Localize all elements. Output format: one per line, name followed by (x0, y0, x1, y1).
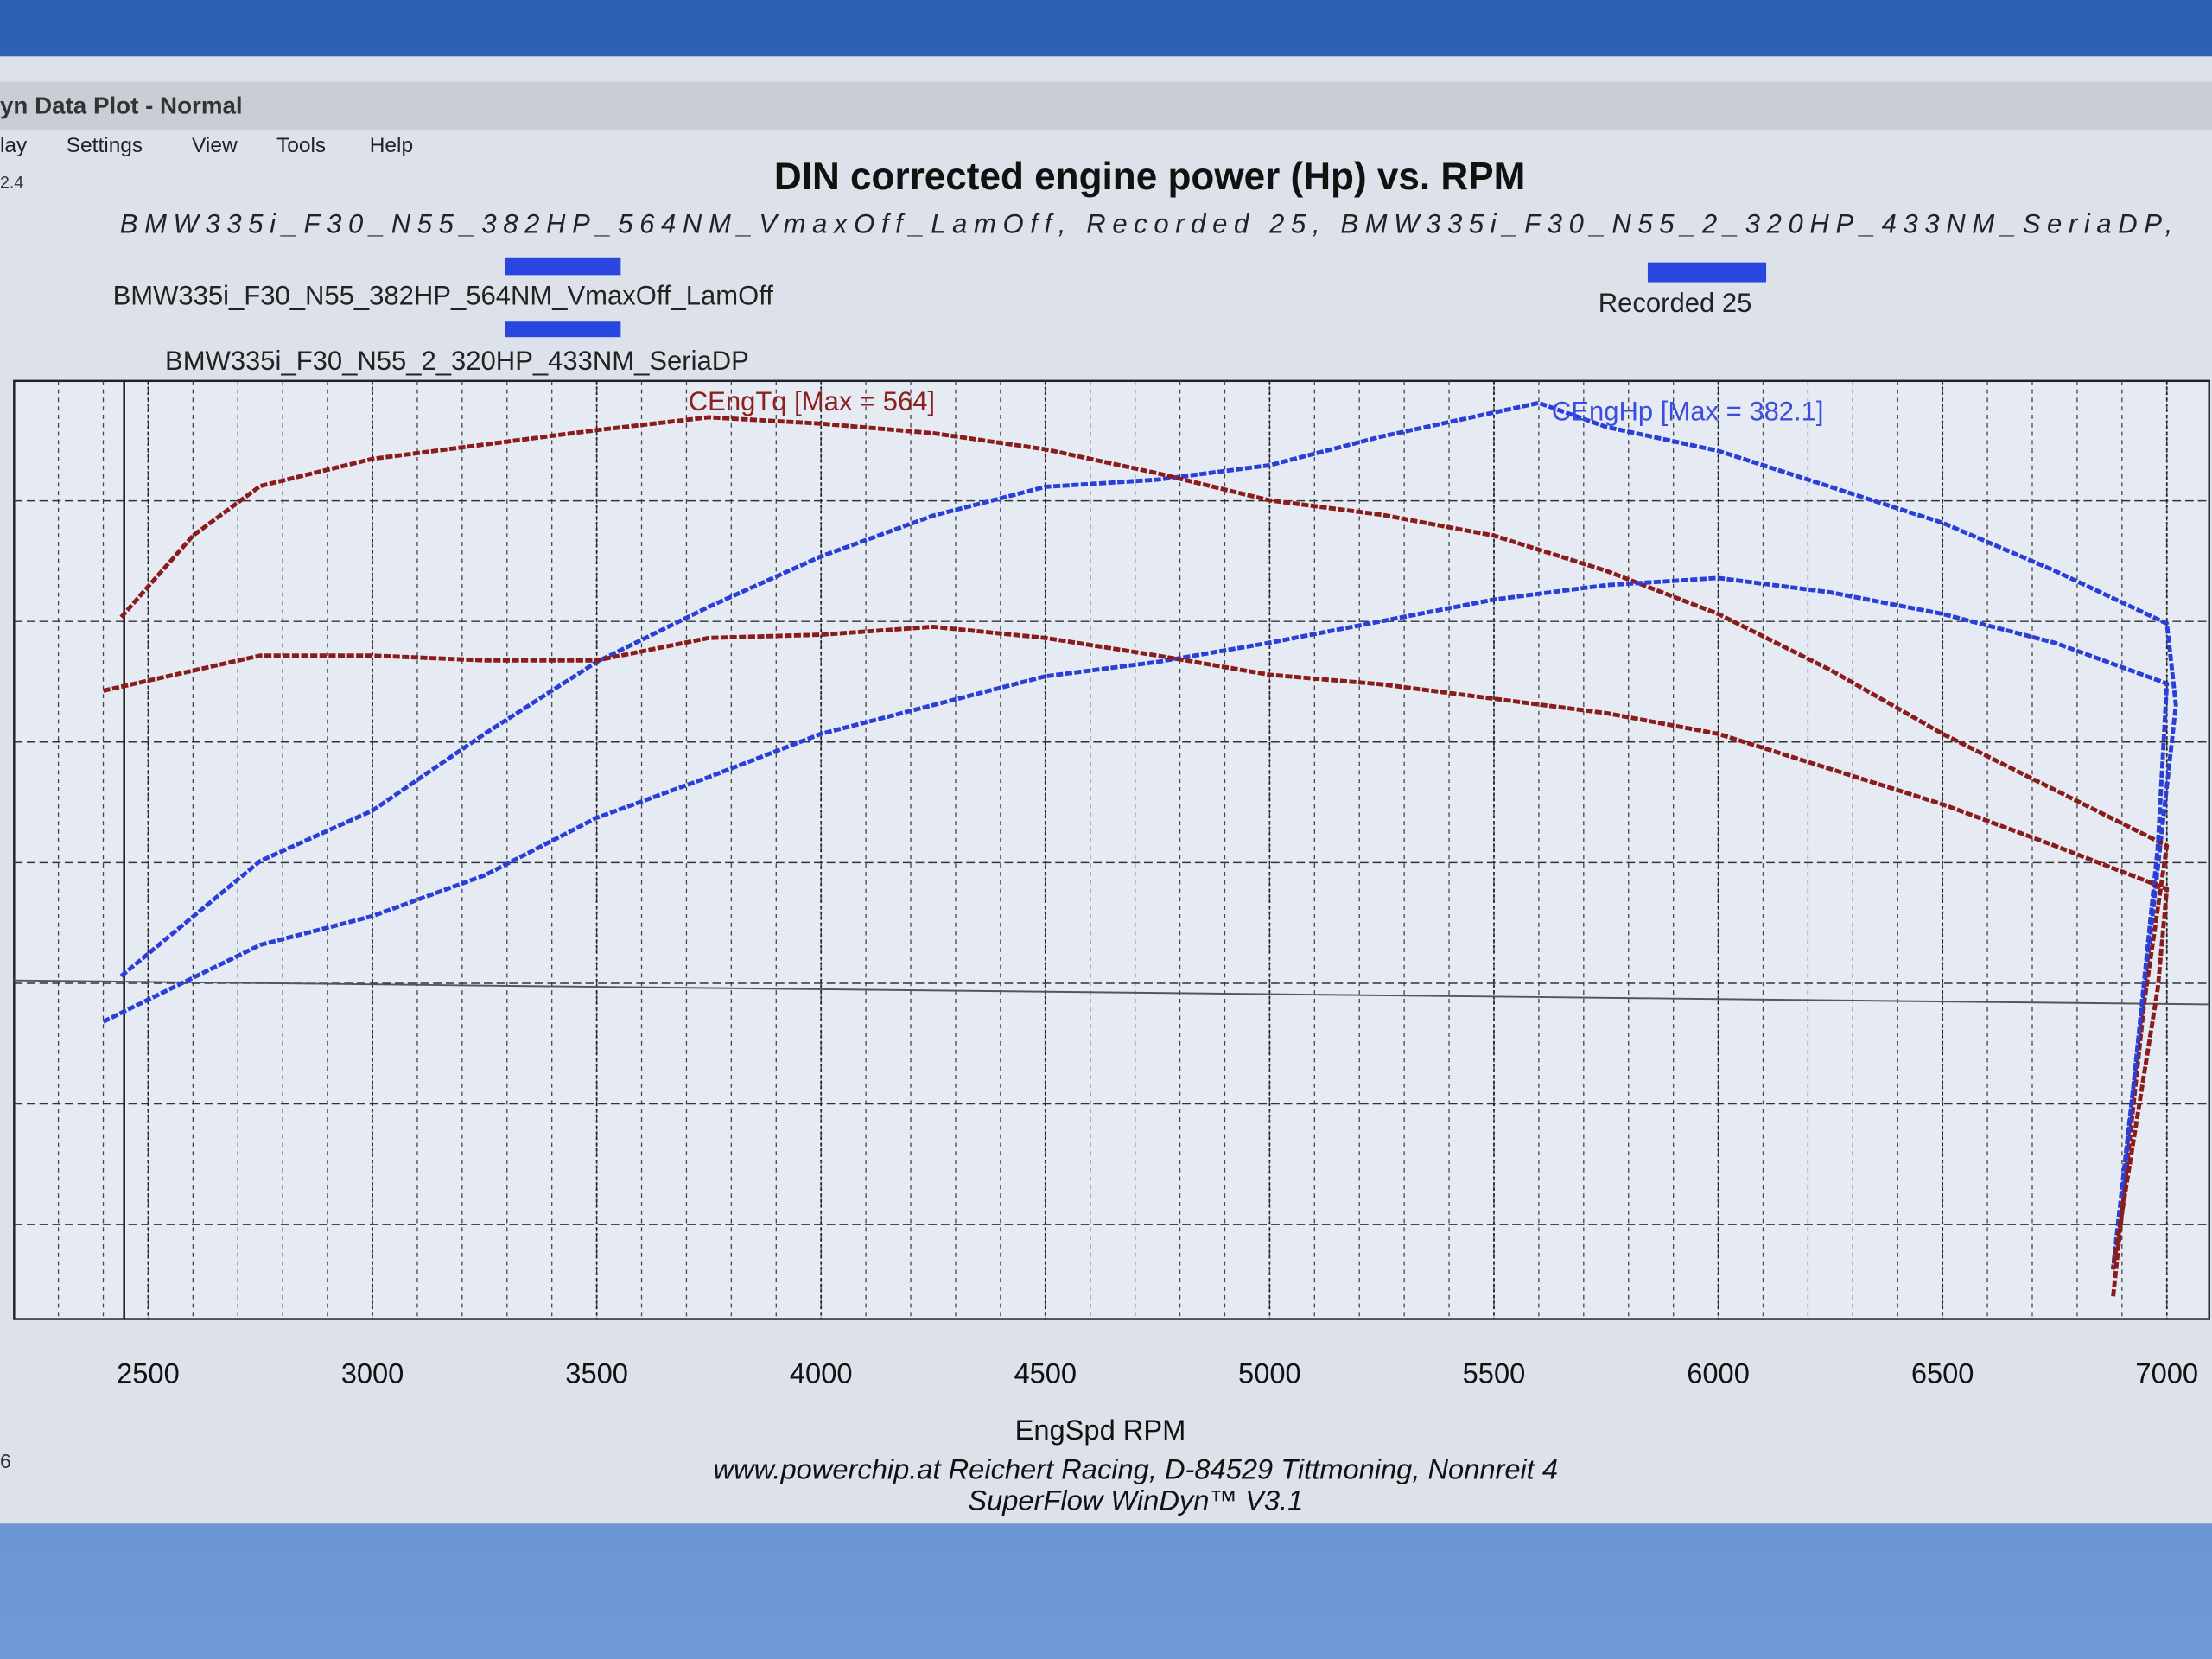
legend-label: BMW335i_F30_N55_382HP_564NM_VmaxOff_LamO… (113, 281, 774, 311)
annotation: CEngTq [Max = 564] (689, 386, 935, 416)
legend-swatch (1647, 262, 1767, 283)
menu-bar: lay Settings View Tools Help (0, 134, 413, 157)
series-line (102, 624, 2170, 1270)
chart-title: DIN corrected engine power (Hp) vs. RPM (774, 156, 1525, 198)
edge-label: 6 (0, 1450, 11, 1472)
legend-label: Recorded 25 (1599, 288, 1752, 318)
menu-item: Help (370, 134, 413, 157)
x-tick-label: 6500 (1911, 1357, 1974, 1389)
x-tick-label: 5000 (1238, 1357, 1301, 1389)
annotation: CEngHp [Max = 382.1] (1552, 397, 1824, 427)
menu-item: lay (0, 134, 28, 157)
x-tick-label: 2500 (117, 1357, 180, 1389)
series-line (119, 400, 2178, 1269)
legend-swatch (505, 257, 621, 276)
series-line (102, 575, 2170, 1200)
title-bar (0, 81, 2212, 130)
menu-item: View (192, 134, 238, 157)
x-tick-label: 5500 (1463, 1357, 1526, 1389)
window-title: yn Data Plot - Normal (0, 92, 243, 118)
x-tick-label: 4000 (790, 1357, 853, 1389)
edge-label: 2.4 (0, 173, 23, 192)
x-tick-label: 6000 (1687, 1357, 1750, 1389)
footer: SuperFlow WinDyn™ V3.1 (968, 1484, 1303, 1516)
series-line (119, 415, 2170, 1299)
footer: www.powerchip.at Reichert Racing, D-8452… (713, 1452, 1558, 1484)
x-tick-label: 4500 (1014, 1357, 1077, 1389)
plot-area (13, 379, 2210, 1320)
legend-label: BMW335i_F30_N55_2_320HP_433NM_SeriaDP (165, 346, 749, 376)
menu-item: Settings (67, 134, 143, 157)
x-tick-label: 3000 (341, 1357, 404, 1389)
x-tick-label: 3500 (565, 1357, 628, 1389)
legend-swatch (505, 321, 621, 338)
x-tick-label: 7000 (2135, 1357, 2198, 1389)
chart-subtitle: BMW335i_F30_N55_382HP_564NM_VmaxOff_LamO… (120, 208, 2173, 238)
x-axis-label: EngSpd RPM (1015, 1414, 1186, 1446)
reference-line (14, 979, 2209, 1006)
menu-item: Tools (276, 134, 326, 157)
legend: BMW335i_F30_N55_382HP_564NM_VmaxOff_LamO… (113, 257, 1767, 376)
series-group (102, 400, 2178, 1299)
